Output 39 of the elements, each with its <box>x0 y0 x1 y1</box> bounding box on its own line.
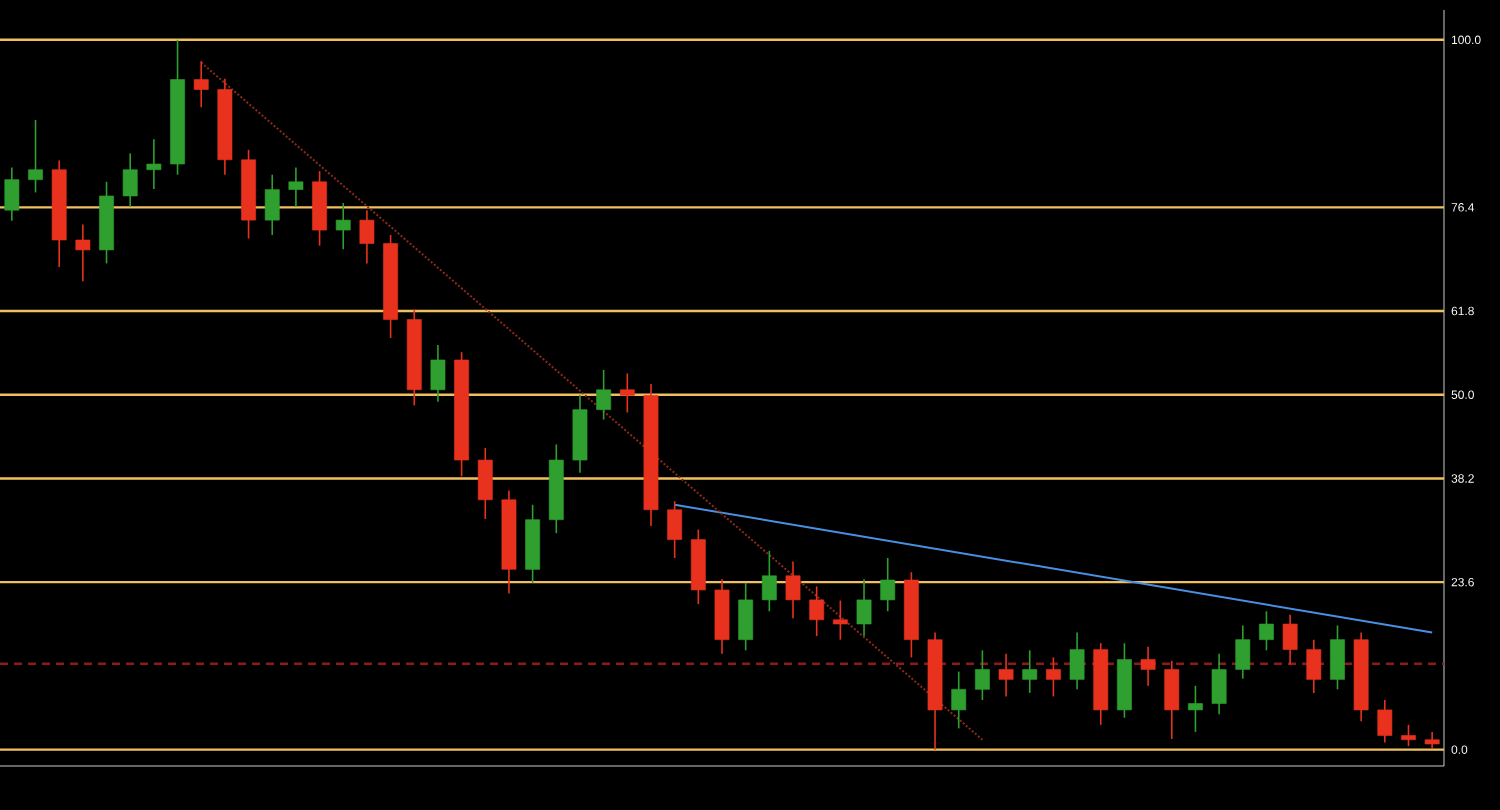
candlestick <box>193 60 209 109</box>
candlestick <box>1282 614 1298 666</box>
candlestick <box>1259 610 1274 652</box>
candlestick <box>28 119 43 194</box>
candlestick <box>880 557 896 613</box>
candlestick <box>738 582 754 652</box>
candlestick <box>856 578 872 637</box>
candlestick <box>1188 684 1203 733</box>
candlestick <box>1235 624 1251 680</box>
candlestick <box>667 500 683 559</box>
candlestick <box>619 372 635 414</box>
candlestick <box>264 173 280 236</box>
candlestick <box>1022 649 1038 694</box>
candlestick <box>4 166 20 222</box>
candlestick <box>761 550 777 613</box>
candlestick <box>1069 631 1085 691</box>
candlestick <box>146 138 162 190</box>
candlestick <box>75 223 91 282</box>
candlestick <box>359 209 375 265</box>
candlestick <box>1211 653 1227 715</box>
candlestick <box>1164 660 1180 740</box>
candlestick <box>122 152 138 208</box>
candlestick <box>809 585 825 637</box>
candlestick <box>477 447 493 520</box>
candlestick <box>596 369 612 421</box>
candlestick <box>974 649 990 701</box>
candlestick <box>951 670 967 730</box>
candlestick <box>998 653 1014 698</box>
candlestick <box>1330 624 1345 691</box>
candlestick <box>785 560 801 620</box>
candlestick <box>832 599 848 641</box>
candlestick <box>1046 656 1061 698</box>
candlestick <box>1306 638 1322 694</box>
candlestick <box>430 344 446 403</box>
candlestick <box>335 202 351 251</box>
candlestick <box>1140 645 1156 687</box>
candlestick <box>1401 724 1416 747</box>
candlestick <box>1377 699 1393 744</box>
candlestick <box>288 166 304 208</box>
